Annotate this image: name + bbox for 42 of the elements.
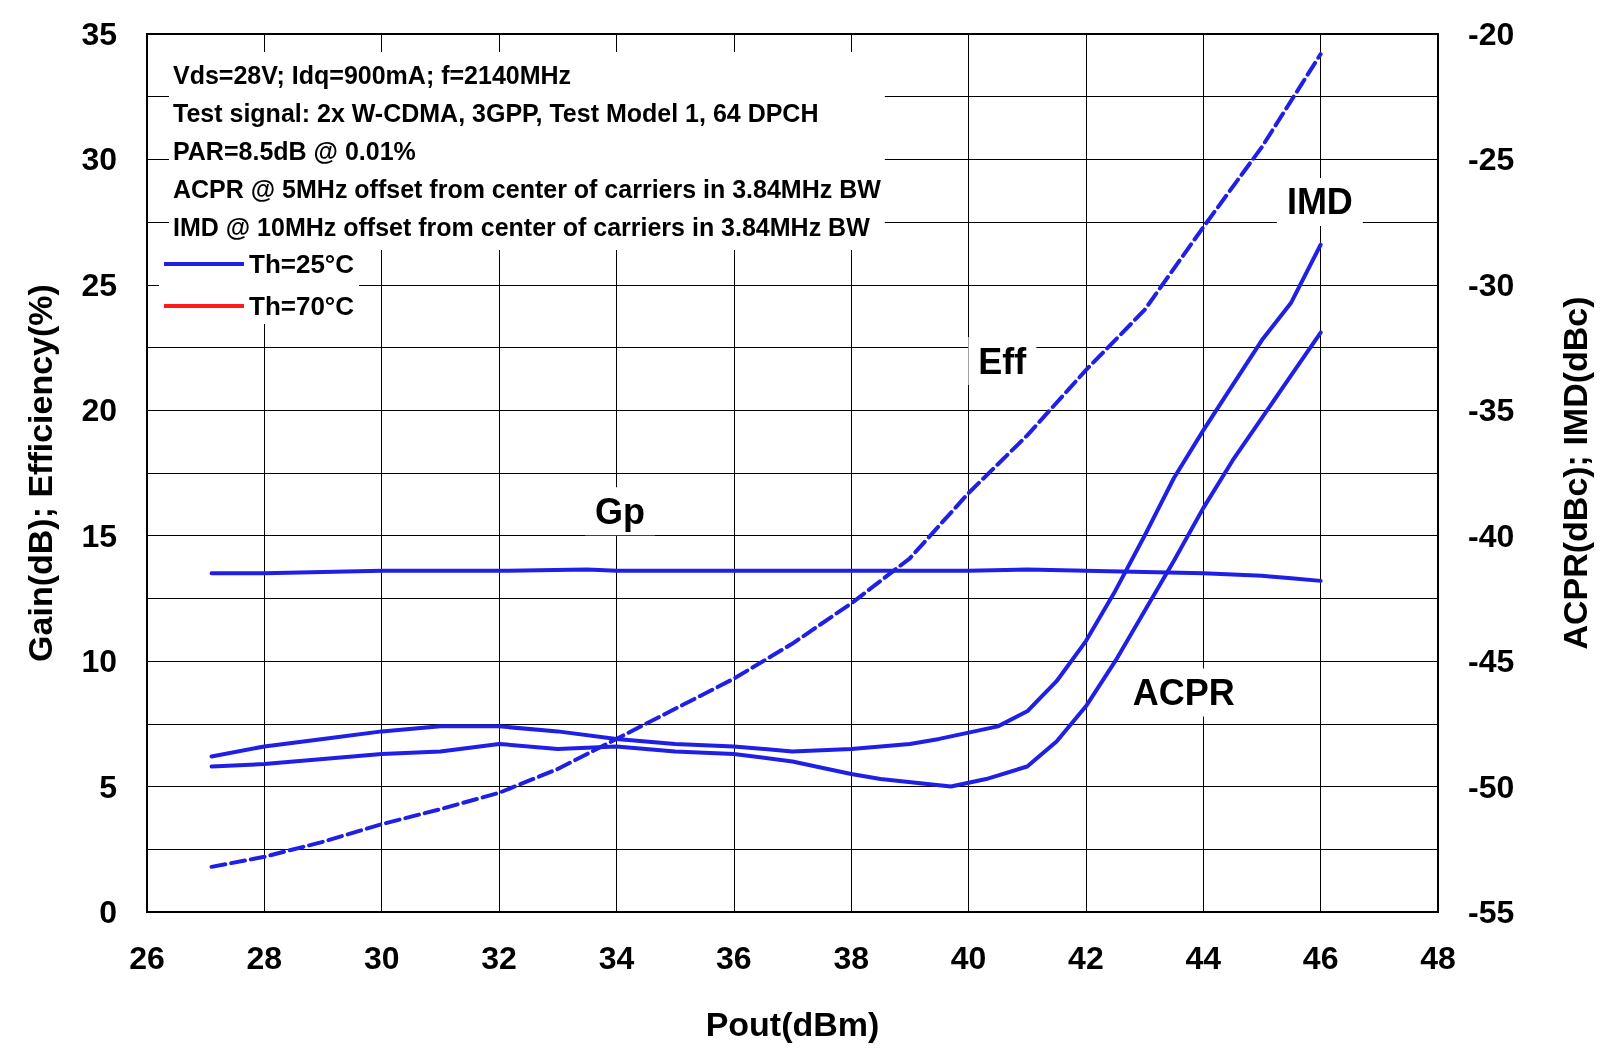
x-tick-label: 44 — [1185, 940, 1222, 976]
legend-label: Th=25°C — [249, 249, 355, 279]
annotation: IMD @ 10MHz offset from center of carriers in 3.84MHz BW — [173, 213, 871, 241]
y2-tick-label: -40 — [1468, 517, 1515, 554]
y2-tick-label: -55 — [1468, 894, 1515, 930]
annotation: Vds=28V; Idq=900mA; f=2140MHz — [173, 61, 572, 89]
annotation: ACPR @ 5MHz offset from center of carriers in 3.84MHz BW — [173, 175, 882, 203]
y-tick-label: 35 — [81, 16, 117, 52]
y-axis-title: Gain(dB); Efficiency(%) — [21, 284, 59, 662]
y2-tick-label: -25 — [1468, 141, 1515, 178]
y-tick-label: 0 — [99, 894, 117, 930]
y2-axis-title: ACPR(dBc); IMD(dBc) — [1556, 296, 1594, 650]
y-tick-label: 20 — [81, 392, 117, 429]
y-tick-label: 10 — [81, 643, 117, 680]
legend-label: Th=70°C — [249, 291, 355, 321]
x-tick-label: 26 — [129, 940, 165, 976]
annotation: ACPR — [1132, 672, 1235, 714]
x-tick-label: 40 — [950, 940, 987, 976]
y2-tick-label: -50 — [1468, 768, 1515, 805]
annotation: PAR=8.5dB @ 0.01% — [173, 137, 416, 165]
annotation: Gp — [595, 490, 646, 532]
x-tick-label: 30 — [363, 940, 400, 976]
y-tick-label: 15 — [81, 517, 117, 554]
x-axis-title: Pout(dBm) — [705, 1005, 880, 1043]
y2-tick-label: -20 — [1468, 16, 1515, 52]
x-tick-label: 28 — [246, 940, 283, 976]
x-tick-label: 48 — [1420, 940, 1456, 976]
y-tick-label: 30 — [81, 141, 117, 178]
x-tick-label: 32 — [481, 940, 517, 976]
y2-tick-label: -45 — [1468, 643, 1515, 680]
y2-tick-label: -35 — [1468, 392, 1515, 429]
annotation: Test signal: 2x W-CDMA, 3GPP, Test Model 1, 64 DPCH — [173, 99, 819, 127]
x-tick-label: 46 — [1302, 940, 1339, 976]
y-tick-label: 5 — [99, 768, 117, 805]
x-tick-label: 42 — [1068, 940, 1104, 976]
y-tick-label: 25 — [81, 266, 117, 303]
annotation: Eff — [978, 340, 1028, 382]
y2-tick-label: -30 — [1468, 266, 1515, 303]
x-tick-label: 34 — [598, 940, 635, 976]
annotation: IMD — [1286, 181, 1353, 223]
x-tick-label: 38 — [833, 940, 869, 976]
x-tick-label: 36 — [716, 940, 752, 976]
